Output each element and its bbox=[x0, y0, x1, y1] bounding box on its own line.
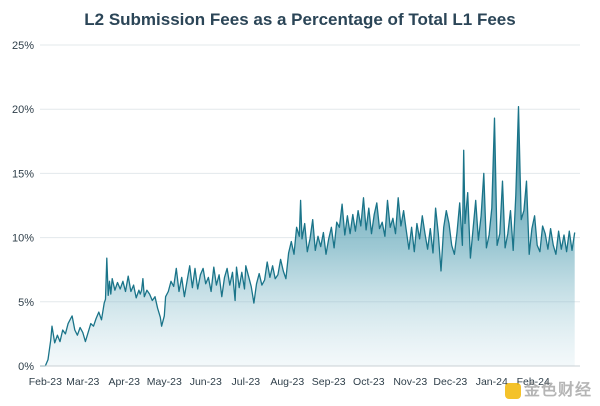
x-tick-label: May-23 bbox=[147, 376, 182, 388]
x-tick-label: Jan-24 bbox=[476, 376, 508, 388]
x-tick-label: Sep-23 bbox=[312, 376, 346, 388]
x-tick-label: Jun-23 bbox=[190, 376, 222, 388]
y-tick-label: 0% bbox=[18, 361, 34, 373]
watermark: 金色财经 bbox=[504, 376, 592, 400]
y-tick-label: 20% bbox=[12, 104, 34, 116]
chart-title: L2 Submission Fees as a Percentage of To… bbox=[84, 10, 516, 29]
y-axis-ticks: 0% 5% 10% 15% 20% 25% bbox=[12, 40, 34, 373]
watermark-logo-icon bbox=[504, 382, 521, 399]
y-tick-label: 10% bbox=[12, 233, 34, 245]
x-tick-label: Feb-24 bbox=[517, 376, 550, 388]
x-tick-label: Dec-23 bbox=[433, 376, 467, 388]
y-tick-label: 5% bbox=[18, 297, 34, 309]
x-tick-label: Jul-23 bbox=[232, 376, 261, 388]
plot-area bbox=[40, 105, 576, 367]
x-tick-label: Aug-23 bbox=[270, 376, 304, 388]
series-line bbox=[40, 105, 576, 367]
series-area-fill bbox=[40, 106, 575, 366]
x-tick-label: Mar-23 bbox=[66, 376, 99, 388]
x-tick-label: Nov-23 bbox=[393, 376, 427, 388]
x-tick-label: Feb-23 bbox=[29, 376, 62, 388]
x-tick-label: Apr-23 bbox=[108, 376, 140, 388]
y-tick-label: 25% bbox=[12, 40, 34, 52]
y-tick-label: 15% bbox=[12, 168, 34, 180]
watermark-text: 金色财经 bbox=[523, 382, 592, 399]
x-axis-ticks: Feb-23 Mar-23 Apr-23 May-23 Jun-23 Jul-23 Aug-… bbox=[29, 376, 550, 388]
x-tick-label: Oct-23 bbox=[353, 376, 385, 388]
